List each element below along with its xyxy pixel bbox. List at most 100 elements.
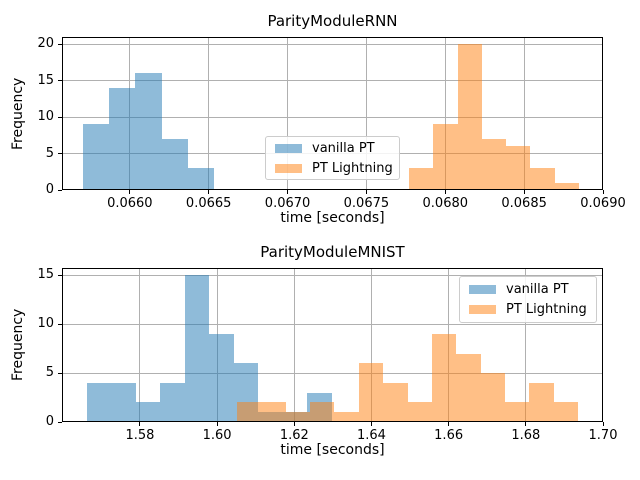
hist-bar-vanilla-pt xyxy=(87,382,112,422)
y-tick-label: 0 xyxy=(45,182,54,197)
hist-bar-pt-lightning xyxy=(236,402,262,422)
chart-title-rnn: ParityModuleRNN xyxy=(267,12,398,30)
y-gridline xyxy=(62,43,603,45)
x-tick-label: 1.68 xyxy=(511,428,541,443)
hist-bar-vanilla-pt xyxy=(184,275,210,422)
y-axis-label-mnist: Frequency xyxy=(10,308,26,382)
x-tick-mark xyxy=(365,190,367,194)
x-tick-mark xyxy=(139,422,141,426)
y-tick-mark xyxy=(58,323,62,325)
legend-label-pt-lightning: PT Lightning xyxy=(312,160,393,176)
legend-swatch-vanilla-pt xyxy=(469,285,496,294)
x-tick-mark xyxy=(208,190,210,194)
hist-bar-pt-lightning xyxy=(383,382,408,422)
x-tick-label: 0.0665 xyxy=(185,196,232,211)
x-tick-label: 1.66 xyxy=(434,428,464,443)
x-axis-label-mnist: time [seconds] xyxy=(280,442,385,458)
hist-bar-pt-lightning xyxy=(529,382,554,422)
x-tick-mark xyxy=(444,190,446,194)
x-gridline xyxy=(293,268,295,422)
legend-entry-vanilla-pt: vanilla PT xyxy=(469,282,587,297)
hist-bar-pt-lightning xyxy=(506,146,531,190)
hist-bar-pt-lightning xyxy=(530,168,555,190)
hist-bar-pt-lightning xyxy=(456,353,481,422)
x-tick-mark xyxy=(525,422,527,426)
hist-bar-pt-lightning xyxy=(553,402,579,422)
x-tick-label: 1.62 xyxy=(279,428,309,443)
legend-entry-vanilla-pt: vanilla PT xyxy=(275,141,390,156)
hist-bar-vanilla-pt xyxy=(108,88,136,190)
y-tick-mark xyxy=(58,189,62,191)
y-gridline xyxy=(62,372,603,374)
x-tick-label: 1.64 xyxy=(356,428,386,443)
hist-bar-pt-lightning xyxy=(334,412,359,422)
x-gridline xyxy=(365,37,367,190)
x-tick-label: 0.0670 xyxy=(264,196,311,211)
x-gridline xyxy=(444,37,446,190)
y-gridline xyxy=(62,274,603,276)
hist-bar-pt-lightning xyxy=(261,402,286,422)
y-tick-label: 5 xyxy=(45,145,54,161)
hist-bar-pt-lightning xyxy=(505,402,530,422)
y-tick-mark xyxy=(58,116,62,118)
y-tick-label: 10 xyxy=(37,316,54,332)
hist-bar-pt-lightning xyxy=(481,139,507,190)
x-tick-label: 0.0675 xyxy=(343,196,390,211)
hist-bar-vanilla-pt xyxy=(187,168,215,190)
x-tick-label: 0.0690 xyxy=(580,196,626,211)
x-gridline xyxy=(139,268,141,422)
legend-label-vanilla-pt: vanilla PT xyxy=(312,140,375,156)
y-tick-mark xyxy=(58,153,62,155)
legend-entry-pt-lightning: PT Lightning xyxy=(469,302,587,317)
x-tick-mark xyxy=(293,422,295,426)
x-tick-label: 0.0660 xyxy=(107,196,153,211)
hist-bar-vanilla-pt xyxy=(136,402,161,422)
y-gridline xyxy=(62,323,603,325)
hist-bar-pt-lightning xyxy=(358,363,384,422)
chart-title-mnist: ParityModuleMNIST xyxy=(260,243,405,261)
x-tick-mark xyxy=(216,422,218,426)
hist-bar-vanilla-pt xyxy=(82,124,109,190)
x-tick-label: 0.0685 xyxy=(501,196,547,211)
x-tick-label: 0.0680 xyxy=(422,196,469,211)
hist-bar-pt-lightning xyxy=(457,44,482,190)
x-gridline xyxy=(525,268,527,422)
x-tick-mark xyxy=(448,422,450,426)
legend-entry-pt-lightning: PT Lightning xyxy=(275,160,393,176)
x-gridline xyxy=(208,37,210,190)
hist-bar-pt-lightning xyxy=(554,182,580,190)
hist-bar-pt-lightning xyxy=(480,373,506,422)
y-tick-label: 0 xyxy=(45,414,54,429)
y-tick-label: 20 xyxy=(37,36,54,52)
legend-swatch-pt-lightning xyxy=(275,163,302,173)
x-tick-mark xyxy=(370,422,372,426)
legend-mnist: vanilla PT PT Lightning xyxy=(459,276,597,323)
legend-label-pt-lightning: PT Lightning xyxy=(506,302,587,317)
hist-bar-pt-lightning xyxy=(431,334,457,422)
y-tick-label: 5 xyxy=(45,365,54,381)
hist-bar-vanilla-pt xyxy=(160,382,185,422)
hist-bar-pt-lightning xyxy=(408,168,434,190)
x-gridline xyxy=(523,37,525,190)
hist-bar-vanilla-pt xyxy=(209,334,234,422)
x-tick-label: 1.60 xyxy=(202,428,232,443)
x-tick-mark xyxy=(129,190,131,194)
hist-bar-pt-lightning xyxy=(407,402,432,422)
hist-bar-vanilla-pt xyxy=(111,382,136,422)
x-tick-mark xyxy=(602,422,604,426)
x-tick-label: 1.70 xyxy=(588,428,618,443)
legend-swatch-vanilla-pt xyxy=(275,143,302,153)
y-tick-mark xyxy=(58,372,62,374)
x-gridline xyxy=(370,268,372,422)
x-axis-label-rnn: time [seconds] xyxy=(280,210,385,226)
y-tick-mark xyxy=(58,80,62,82)
x-tick-mark xyxy=(602,190,604,194)
hist-bar-pt-lightning xyxy=(285,412,310,422)
hist-bar-pt-lightning xyxy=(309,402,335,422)
legend-rnn: vanilla PT PT Lightning xyxy=(265,136,400,180)
x-tick-mark xyxy=(287,190,289,194)
y-tick-label: 15 xyxy=(37,72,54,88)
y-gridline xyxy=(62,80,603,82)
y-tick-label: 15 xyxy=(37,267,54,283)
